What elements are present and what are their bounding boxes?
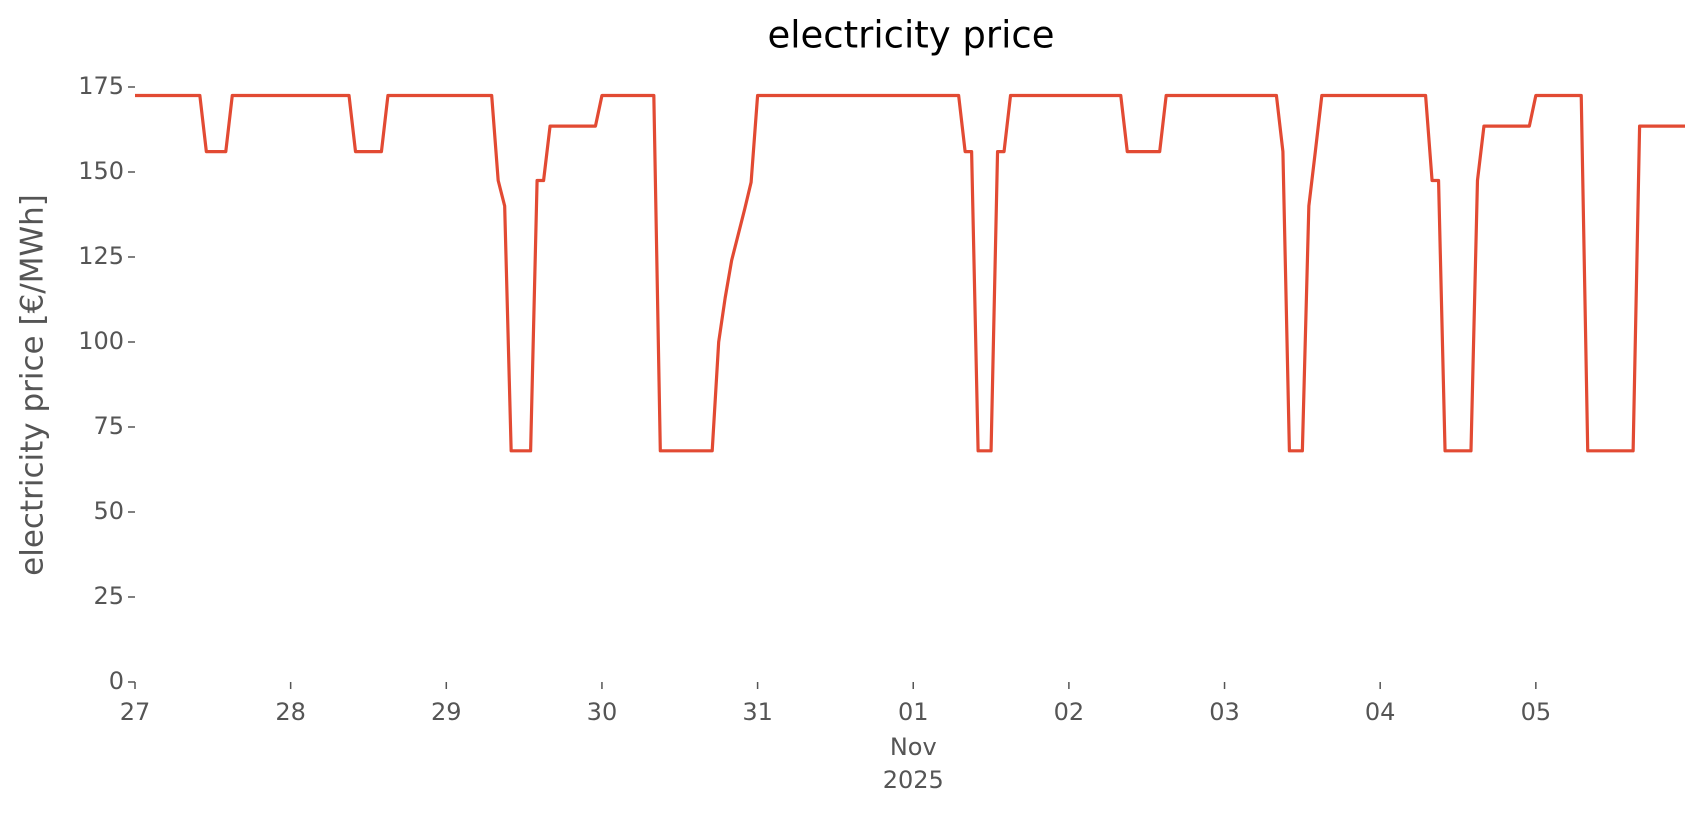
x-tick-label: 02 xyxy=(1054,698,1085,726)
x-tick-label: 28 xyxy=(275,698,306,726)
y-tick-label: 175 xyxy=(78,72,124,100)
y-tick-label: 150 xyxy=(78,157,124,185)
y-tick-label: 50 xyxy=(93,497,124,525)
x-tick-sublabel: Nov xyxy=(890,733,937,761)
price-line xyxy=(135,93,1685,453)
y-tick-label: 0 xyxy=(109,667,124,695)
x-tick-label: 01 xyxy=(898,698,929,726)
y-tick-label: 75 xyxy=(93,412,124,440)
x-tick-label: 30 xyxy=(587,698,618,726)
x-tick-label: 04 xyxy=(1365,698,1396,726)
chart-title: electricity price xyxy=(767,14,1054,57)
x-tick-label: 29 xyxy=(431,698,462,726)
x-tick-label: 05 xyxy=(1521,698,1552,726)
y-tick-label: 125 xyxy=(78,242,124,270)
x-tick-label: 03 xyxy=(1209,698,1240,726)
x-tick-label: 27 xyxy=(120,698,151,726)
y-tick-label: 25 xyxy=(93,582,124,610)
x-tick-sublabel: 2025 xyxy=(883,766,944,794)
x-tick-label: 31 xyxy=(742,698,773,726)
y-axis-label: electricity price [€/MWh] xyxy=(15,194,51,576)
y-tick-label: 100 xyxy=(78,327,124,355)
